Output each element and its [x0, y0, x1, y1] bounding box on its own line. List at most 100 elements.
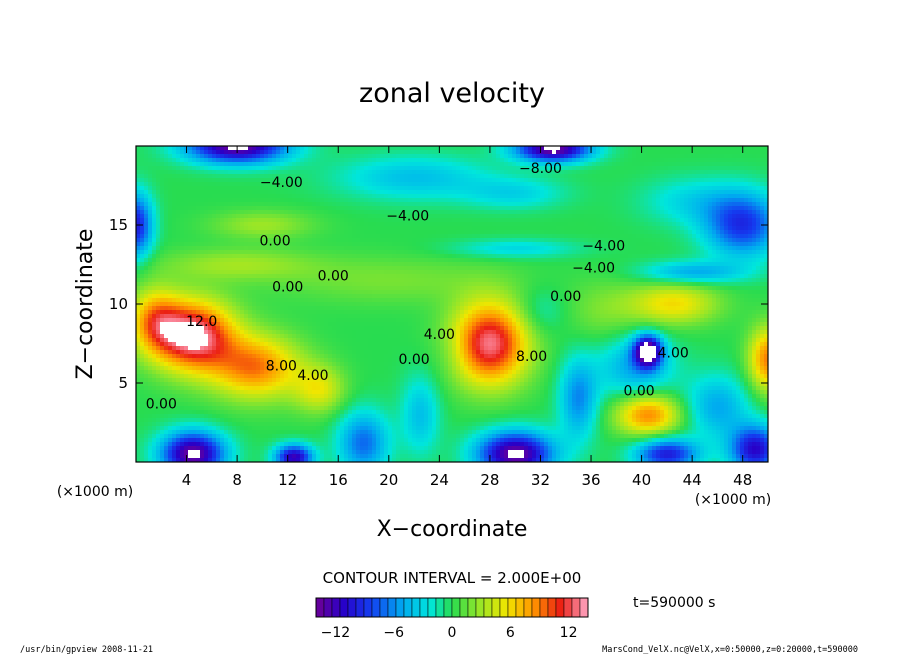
field-cell: [512, 214, 517, 219]
field-cell: [360, 270, 365, 275]
field-cell: [520, 230, 525, 235]
field-cell: [712, 218, 717, 223]
field-cell: [432, 238, 437, 243]
field-cell: [224, 218, 229, 223]
field-cell: [180, 214, 185, 219]
field-cell: [176, 166, 181, 171]
field-cell: [608, 154, 613, 159]
field-cell: [444, 190, 449, 195]
field-cell: [304, 178, 309, 183]
field-cell: [616, 178, 621, 183]
field-cell: [412, 146, 417, 151]
field-cell: [676, 182, 681, 187]
field-cell: [584, 146, 589, 151]
field-cell: [304, 170, 309, 175]
field-cell: [184, 158, 189, 163]
field-cell: [436, 162, 441, 167]
field-cell: [640, 234, 645, 239]
field-cell: [616, 190, 621, 195]
field-cell: [148, 226, 153, 231]
field-cell: [172, 210, 177, 215]
field-cell: [240, 150, 245, 155]
field-cell: [504, 246, 509, 251]
field-cell: [472, 266, 477, 271]
field-cell: [576, 234, 581, 239]
field-cell: [608, 262, 613, 267]
field-cell: [484, 234, 489, 239]
field-cell: [680, 170, 685, 175]
field-cell: [456, 242, 461, 247]
field-cell: [360, 154, 365, 159]
field-cell: [184, 190, 189, 195]
field-cell: [372, 206, 377, 211]
field-cell: [388, 242, 393, 247]
field-cell: [544, 202, 549, 207]
field-cell: [708, 218, 713, 223]
field-cell: [592, 154, 597, 159]
field-cell: [552, 262, 557, 267]
field-cell: [668, 202, 673, 207]
field-cell: [600, 218, 605, 223]
field-cell: [312, 258, 317, 263]
field-cell: [620, 262, 625, 267]
field-cell: [304, 234, 309, 239]
field-cell: [600, 146, 605, 151]
field-cell: [184, 230, 189, 235]
field-cell: [748, 254, 753, 259]
field-cell: [564, 214, 569, 219]
field-cell: [372, 266, 377, 271]
field-cell: [664, 234, 669, 239]
field-cell: [148, 270, 153, 275]
field-cell: [436, 158, 441, 163]
field-cell: [544, 170, 549, 175]
field-cell: [416, 266, 421, 271]
field-cell: [600, 210, 605, 215]
field-cell: [672, 206, 677, 211]
field-cell: [656, 154, 661, 159]
field-cell: [468, 210, 473, 215]
field-cell: [512, 150, 517, 155]
field-cell: [700, 226, 705, 231]
field-cell: [636, 234, 641, 239]
field-cell: [608, 250, 613, 255]
field-cell: [276, 222, 281, 227]
field-cell: [752, 214, 757, 219]
field-cell: [428, 194, 433, 199]
field-cell: [520, 258, 525, 263]
field-cell: [468, 266, 473, 271]
field-cell: [680, 190, 685, 195]
field-cell: [448, 210, 453, 215]
field-cell: [260, 154, 265, 159]
field-cell: [316, 258, 321, 263]
field-cell: [672, 186, 677, 191]
field-cell: [488, 162, 493, 167]
field-cell: [412, 258, 417, 263]
field-cell: [576, 218, 581, 223]
field-cell: [396, 174, 401, 179]
field-cell: [584, 254, 589, 259]
field-cell: [192, 250, 197, 255]
field-cell: [512, 254, 517, 259]
field-cell: [728, 262, 733, 267]
field-cell: [696, 190, 701, 195]
field-cell: [152, 250, 157, 255]
field-cell: [428, 262, 433, 267]
field-cell: [356, 174, 361, 179]
field-cell: [252, 162, 257, 167]
field-cell: [200, 178, 205, 183]
field-cell: [304, 222, 309, 227]
field-cell: [416, 206, 421, 211]
field-cell: [504, 242, 509, 247]
field-cell: [648, 182, 653, 187]
field-cell: [688, 238, 693, 243]
field-cell: [584, 222, 589, 227]
field-cell: [452, 210, 457, 215]
field-cell: [388, 238, 393, 243]
field-cell: [396, 210, 401, 215]
field-cell: [292, 266, 297, 271]
field-cell: [748, 226, 753, 231]
field-cell: [236, 258, 241, 263]
field-cell: [264, 166, 269, 171]
field-cell: [404, 226, 409, 231]
field-cell: [520, 186, 525, 191]
